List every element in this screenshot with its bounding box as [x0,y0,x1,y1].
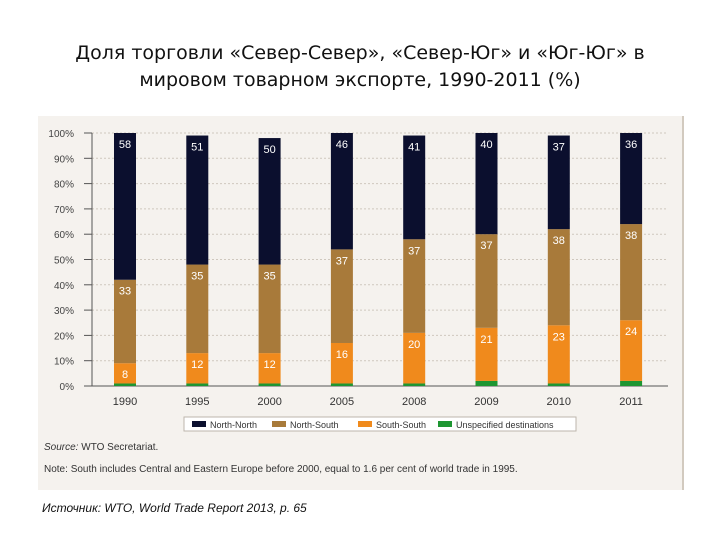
source-text: WTO Secretariat. [81,442,159,453]
y-tick-label: 40% [54,281,74,292]
bar-segment [547,325,570,384]
data-label: 37 [408,245,420,257]
y-tick-label: 60% [54,230,74,241]
bar-segment [258,264,281,354]
bar-segment [114,383,136,386]
x-tick-label: 1990 [113,396,137,408]
bar-segment [620,133,643,225]
x-tick-label: 2010 [547,396,571,408]
data-label: 46 [336,139,348,151]
x-tick-label: 2009 [474,396,498,408]
figure-border [682,116,684,490]
y-tick-label: 90% [54,154,74,165]
legend-swatch [272,421,286,427]
title-line-2: мировом товарном экспорте, 1990-2011 (%) [139,69,581,91]
legend-label: North-South [290,420,339,430]
data-label: 35 [263,271,275,283]
y-tick-label: 50% [54,256,74,267]
data-label: 33 [119,286,131,298]
bar-segment [330,383,353,386]
data-label: 38 [625,230,637,242]
legend-box [183,416,577,432]
data-label: 36 [625,139,637,151]
data-label: 12 [263,359,275,371]
y-tick-label: 20% [54,331,74,342]
data-label: 40 [480,139,492,151]
data-label: 41 [408,142,420,154]
bar-segment [620,320,643,381]
bar-segment [620,224,643,321]
y-tick-label: 70% [54,205,74,216]
bar-segment [403,332,426,384]
data-label: 50 [263,144,275,156]
data-label: 24 [625,326,637,338]
note-text: South includes Central and Eastern Europ… [70,464,518,475]
bar-segment [330,133,353,250]
data-label: 37 [553,142,565,154]
data-label: 16 [336,349,348,361]
data-label: 37 [336,255,348,267]
note-label: Note: [44,464,68,475]
bar-segment [114,363,136,384]
x-tick-label: 2005 [330,396,354,408]
bar-segment [258,353,281,384]
bar-segment [403,135,426,240]
x-tick-label: 2011 [619,396,643,408]
bar-segment [330,249,353,343]
data-label: 35 [191,271,203,283]
source-label: Source: [44,442,79,453]
data-label: 20 [408,339,420,351]
citation: Источник: WTO, World Trade Report 2013, … [42,501,307,515]
bar-segment [475,133,498,235]
bar-segment [475,380,498,386]
bar-segment [186,135,209,265]
title-line-1: Доля торговли «Север-Север», «Север-Юг» … [75,42,645,64]
data-label: 23 [553,331,565,343]
legend-swatch [438,421,452,427]
data-label: 12 [191,359,203,371]
bar-segment [258,383,281,386]
legend-label: South-South [376,420,426,430]
bar-segment [620,380,643,386]
note-line: Note: South includes Central and Eastern… [44,464,518,475]
y-tick-label: 80% [54,180,74,191]
bar-segment [258,138,281,265]
y-tick-label: 10% [54,357,74,368]
slide-title: Доля торговли «Север-Север», «Север-Юг» … [20,40,700,94]
y-tick-label: 0% [60,382,75,393]
bar-segment [186,383,209,386]
bar-segment [186,353,209,384]
data-label: 51 [191,142,203,154]
legend-swatch [358,421,372,427]
legend-label: Unspecified destinations [456,420,554,430]
data-label: 38 [553,235,565,247]
data-label: 37 [480,240,492,252]
y-tick-label: 100% [48,129,74,140]
y-tick-label: 30% [54,306,74,317]
bar-segment [114,279,136,364]
bar-segment [186,264,209,354]
x-tick-label: 1995 [185,396,209,408]
data-label: 8 [122,369,128,381]
bar-segment [547,383,570,386]
x-tick-label: 2008 [402,396,426,408]
legend-label: North-North [210,420,257,430]
bar-segment [547,229,570,326]
bar-segment [403,383,426,386]
x-tick-label: 2000 [257,396,281,408]
legend-swatch [192,421,206,427]
bar-segment [330,342,353,384]
bar-segment [403,239,426,333]
bar-segment [475,327,498,381]
data-label: 58 [119,139,131,151]
bar-segment [114,133,136,280]
bar-segment [475,234,498,328]
source-line: Source: WTO Secretariat. [44,442,158,453]
bar-segment [547,135,570,230]
data-label: 21 [480,334,492,346]
